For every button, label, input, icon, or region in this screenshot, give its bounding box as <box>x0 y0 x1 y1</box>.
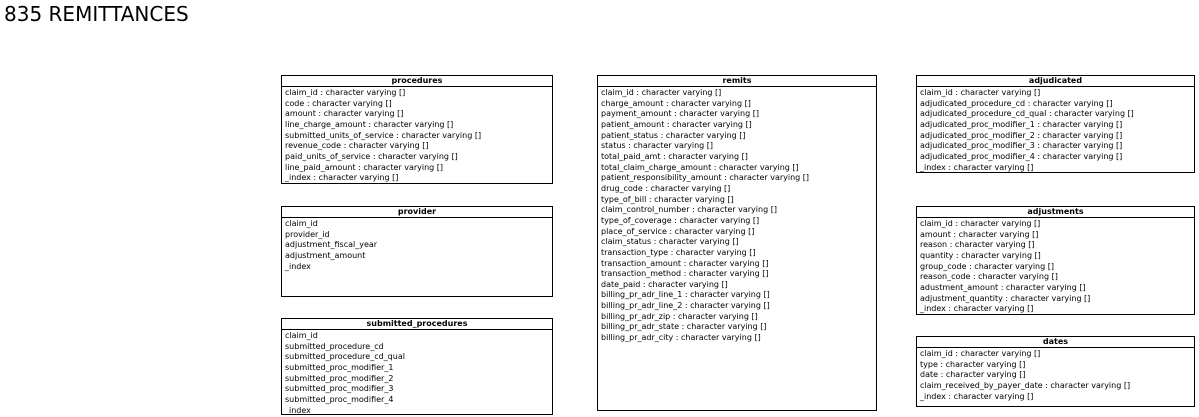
column-row: total_paid_amt : character varying [] <box>601 151 748 161</box>
entity-rows-adjustments: claim_id : character varying [] amount : … <box>917 218 1194 314</box>
column-row: line_paid_amount : character varying [] <box>285 162 444 172</box>
column-row: provider_id <box>285 229 330 239</box>
column-row: claim_status : character varying [] <box>601 237 739 247</box>
column-row: _index <box>285 261 311 271</box>
entity-rows-provider: claim_id provider_id adjustment_fiscal_yea… <box>282 218 552 272</box>
entity-provider: provider claim_id provider_id adjustment_f… <box>281 206 553 297</box>
column-row: type_of_bill : character varying [] <box>601 194 734 204</box>
column-row: submitted_procedure_cd <box>285 341 384 351</box>
column-row: claim_id : character varying [] <box>920 88 1041 97</box>
column-row: billing_pr_adr_zip : character varying [… <box>601 311 758 321</box>
column-row: transaction_type : character varying [] <box>601 247 756 257</box>
column-row: quantity : character varying [] <box>920 250 1041 260</box>
entity-rows-adjudicated: claim_id : character varying [] adjudicat… <box>917 87 1194 172</box>
column-row: _index : character varying [] <box>920 391 1034 401</box>
column-row: paid_units_of_service : character varyin… <box>285 151 458 161</box>
column-row: revenue_code : character varying [] <box>285 141 429 151</box>
entity-title-adjustments: adjustments <box>917 207 1194 218</box>
column-row: payment_amount : character varying [] <box>601 109 759 119</box>
column-row: submitted_proc_modifier_4 <box>285 394 394 404</box>
column-row: submitted_proc_modifier_3 <box>285 384 394 394</box>
column-row: group_code : character varying [] <box>920 261 1054 271</box>
column-row: billing_pr_adr_line_2 : character varyin… <box>601 301 770 311</box>
entity-adjudicated: adjudicated claim_id : character varying… <box>916 75 1195 173</box>
entity-title-adjudicated: adjudicated <box>917 76 1194 87</box>
column-row: _index : character varying [] <box>920 304 1034 314</box>
column-row: submitted_units_of_service : character v… <box>285 130 482 140</box>
column-row: adjudicated_procedure_cd : character var… <box>920 98 1113 108</box>
column-row: claim_control_number : character varying… <box>601 205 777 215</box>
column-row: place_of_service : character varying [] <box>601 226 755 236</box>
entity-title-submitted-procedures: submitted_procedures <box>282 319 552 330</box>
entity-rows-procedures: claim_id : character varying [] code : ch… <box>282 87 552 183</box>
column-row: charge_amount : character varying [] <box>601 98 751 108</box>
column-row: adjustment_fiscal_year <box>285 240 378 250</box>
column-row: date : character varying [] <box>920 370 1026 380</box>
column-row: patient_status : character varying [] <box>601 130 746 140</box>
column-row: adjustment_quantity : character varying … <box>920 293 1091 303</box>
column-row: _index <box>285 405 311 415</box>
column-row: claim_id <box>285 219 318 228</box>
entity-procedures: procedures claim_id : character varying … <box>281 75 553 184</box>
column-row: adjudicated_proc_modifier_3 : character … <box>920 141 1123 151</box>
column-row: _index : character varying [] <box>285 173 399 183</box>
entity-submitted-procedures: submitted_procedures claim_id submitted_p… <box>281 318 553 415</box>
column-row: reason : character varying [] <box>920 240 1035 250</box>
column-row: adjudicated_proc_modifier_4 : character … <box>920 151 1123 161</box>
page-title: 835 REMITTANCES <box>4 2 189 26</box>
column-row: patient_amount : character varying [] <box>601 119 752 129</box>
entity-title-remits: remits <box>598 76 876 87</box>
column-row: total_claim_charge_amount : character va… <box>601 162 799 172</box>
column-row: adjustment_amount <box>285 250 366 260</box>
column-row: adustment_amount : character varying [] <box>920 282 1086 292</box>
column-row: claim_id : character varying [] <box>601 88 722 97</box>
column-row: line_charge_amount : character varying [… <box>285 119 454 129</box>
column-row: claim_id : character varying [] <box>920 349 1041 358</box>
entity-title-dates: dates <box>917 337 1194 348</box>
column-row: type_of_coverage : character varying [] <box>601 215 760 225</box>
entity-adjustments: adjustments claim_id : character varying… <box>916 206 1195 315</box>
column-row: claim_id <box>285 331 318 340</box>
column-row: submitted_proc_modifier_1 <box>285 362 394 372</box>
entity-rows-submitted-procedures: claim_id submitted_procedure_cd submitted_… <box>282 330 552 415</box>
entity-title-provider: provider <box>282 207 552 218</box>
column-row: claim_id : character varying [] <box>285 88 406 97</box>
column-row: date_paid : character varying [] <box>601 279 728 289</box>
column-row: status : character varying [] <box>601 141 714 151</box>
column-row: billing_pr_adr_line_1 : character varyin… <box>601 290 770 300</box>
column-row: amount : character varying [] <box>285 109 404 119</box>
column-row: submitted_proc_modifier_2 <box>285 373 394 383</box>
column-row: adjudicated_procedure_cd_qual : characte… <box>920 109 1134 119</box>
column-row: transaction_amount : character varying [… <box>601 258 769 268</box>
column-row: amount : character varying [] <box>920 229 1039 239</box>
entity-remits: remits claim_id : character varying [] ch… <box>597 75 877 411</box>
column-row: submitted_procedure_cd_qual <box>285 352 405 362</box>
column-row: claim_received_by_payer_date : character… <box>920 380 1131 390</box>
entity-rows-remits: claim_id : character varying [] charge_am… <box>598 87 876 344</box>
column-row: adjudicated_proc_modifier_2 : character … <box>920 130 1123 140</box>
column-row: type : character varying [] <box>920 359 1026 369</box>
column-row: _index : character varying [] <box>920 162 1034 172</box>
column-row: transaction_method : character varying [… <box>601 269 769 279</box>
column-row: adjudicated_proc_modifier_1 : character … <box>920 119 1123 129</box>
entity-title-procedures: procedures <box>282 76 552 87</box>
column-row: claim_id : character varying [] <box>920 219 1041 228</box>
column-row: billing_pr_adr_state : character varying… <box>601 322 767 332</box>
entity-rows-dates: claim_id : character varying [] type : ch… <box>917 348 1194 402</box>
column-row: patient_responsibility_amount : characte… <box>601 173 810 183</box>
column-row: reason_code : character varying [] <box>920 272 1058 282</box>
entity-dates: dates claim_id : character varying [] typ… <box>916 336 1195 407</box>
column-row: billing_pr_adr_city : character varying … <box>601 333 761 343</box>
column-row: drug_code : character varying [] <box>601 183 731 193</box>
column-row: code : character varying [] <box>285 98 392 108</box>
